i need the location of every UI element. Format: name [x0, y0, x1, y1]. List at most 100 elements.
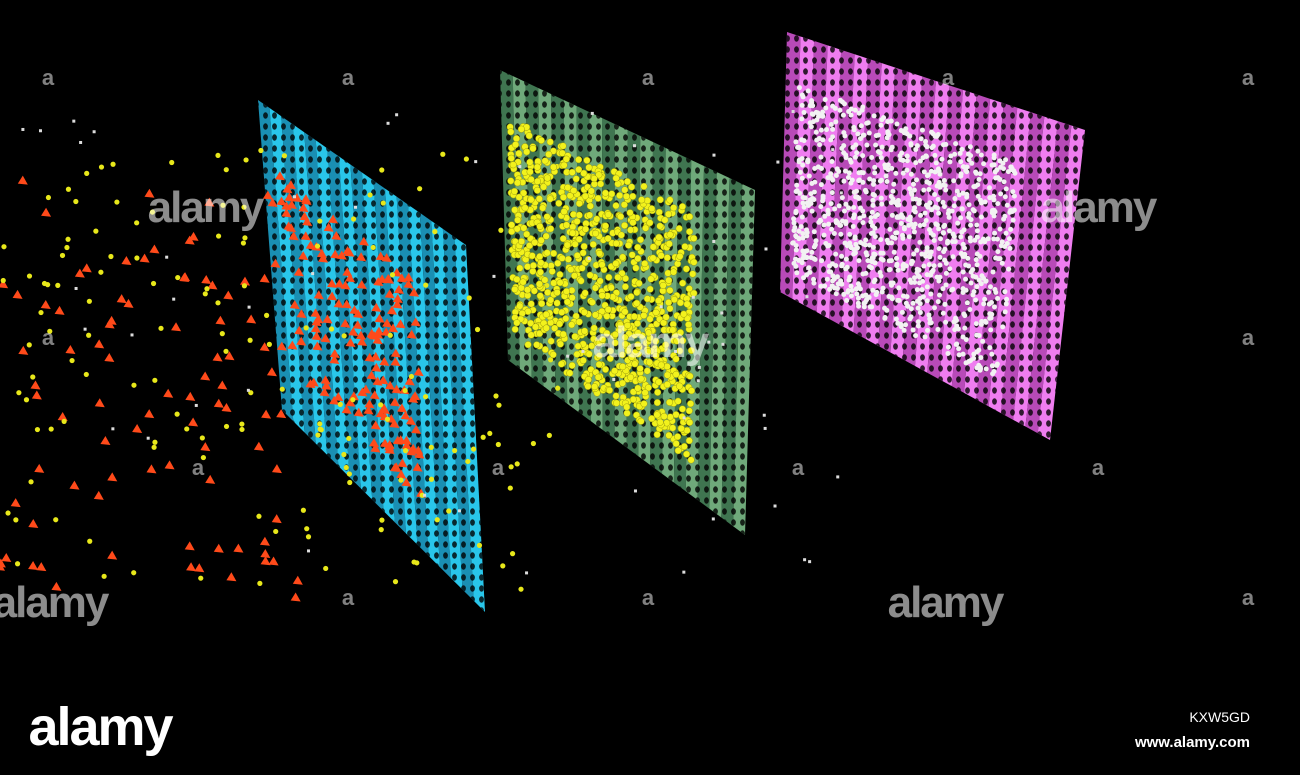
white-particle: [926, 262, 932, 268]
red-particle: [310, 308, 321, 318]
red-particle: [384, 289, 395, 299]
white-particle: [910, 327, 916, 333]
yellow-particle: [648, 205, 656, 213]
white-particle: [72, 119, 76, 123]
white-particle: [879, 117, 885, 123]
white-particle: [993, 175, 999, 181]
white-particle: [912, 275, 918, 281]
yellow-particle: [672, 440, 680, 448]
white-particle: [915, 323, 921, 329]
yellow-particle: [672, 370, 680, 378]
yellow-particle: [315, 432, 321, 438]
white-particle: [711, 517, 715, 521]
white-particle: [954, 323, 960, 329]
yellow-particle: [619, 363, 627, 371]
white-particle: [953, 141, 959, 147]
yellow-particle: [646, 315, 654, 323]
white-particle: [38, 129, 42, 133]
yellow-particle: [511, 206, 519, 214]
white-particle: [907, 133, 913, 139]
yellow-particle: [152, 377, 158, 383]
white-particle: [712, 153, 716, 157]
white-particle: [927, 316, 933, 322]
white-particle: [934, 222, 940, 228]
white-particle: [869, 265, 875, 271]
white-particle: [918, 212, 924, 218]
white-particle: [834, 285, 840, 291]
white-particle: [691, 295, 695, 299]
red-particle: [384, 444, 395, 454]
yellow-particle: [607, 284, 615, 292]
white-particle: [792, 225, 798, 231]
yellow-particle: [548, 267, 556, 275]
white-particle: [950, 254, 956, 260]
yellow-particle: [630, 312, 638, 321]
red-particle: [144, 188, 155, 198]
yellow-particle: [470, 446, 477, 452]
white-particle: [809, 180, 815, 186]
yellow-particle: [26, 342, 32, 348]
red-particle: [321, 380, 332, 390]
white-particle: [959, 206, 965, 212]
yellow-particle: [98, 269, 104, 275]
white-particle: [910, 300, 916, 306]
yellow-particle: [465, 458, 471, 465]
white-particle: [991, 155, 997, 161]
white-particle: [974, 262, 980, 268]
red-particle: [390, 463, 401, 473]
white-particle: [791, 110, 795, 114]
white-particle: [800, 231, 806, 237]
red-particle: [30, 380, 41, 390]
yellow-particle: [621, 221, 629, 229]
white-particle: [659, 305, 663, 309]
red-particle: [300, 231, 311, 241]
yellow-particle: [558, 254, 566, 262]
white-particle: [819, 113, 825, 119]
white-particle: [707, 340, 711, 344]
white-particle: [904, 153, 910, 159]
yellow-particle: [584, 382, 592, 390]
red-particle: [81, 263, 92, 273]
white-particle: [855, 281, 861, 287]
yellow-particle: [605, 273, 613, 281]
yellow-particle: [513, 225, 521, 233]
yellow-particle: [273, 528, 279, 535]
white-particle: [886, 267, 892, 273]
white-particle: [826, 263, 832, 269]
white-particle: [973, 321, 979, 327]
white-particle: [633, 489, 637, 493]
white-particle: [801, 138, 807, 144]
white-particle: [955, 220, 961, 226]
white-particle: [987, 345, 993, 351]
white-particle: [952, 239, 958, 245]
white-particle: [805, 88, 811, 94]
white-particle: [945, 344, 951, 350]
white-particle: [932, 204, 938, 210]
white-particle: [921, 263, 927, 269]
white-particle: [907, 316, 913, 322]
white-particle: [872, 234, 878, 240]
red-particle: [409, 287, 420, 297]
white-particle: [858, 240, 864, 246]
yellow-particle: [536, 268, 544, 276]
red-particle: [373, 326, 384, 336]
red-particle: [349, 305, 360, 315]
white-particle: [847, 157, 853, 163]
yellow-particle: [599, 335, 607, 344]
white-particle: [912, 221, 918, 227]
white-particle: [987, 284, 993, 290]
white-particle: [762, 413, 766, 417]
yellow-particle: [611, 330, 619, 339]
yellow-particle: [617, 213, 625, 221]
white-particle: [817, 142, 823, 148]
red-particle: [51, 581, 62, 591]
red-particle: [389, 419, 400, 429]
yellow-particle: [563, 221, 571, 229]
yellow-particle: [676, 328, 684, 337]
white-particle: [800, 235, 806, 241]
white-particle: [922, 252, 928, 258]
white-particle: [1001, 179, 1007, 185]
white-particle: [977, 171, 983, 177]
white-particle: [948, 153, 954, 159]
white-particle: [801, 204, 807, 210]
